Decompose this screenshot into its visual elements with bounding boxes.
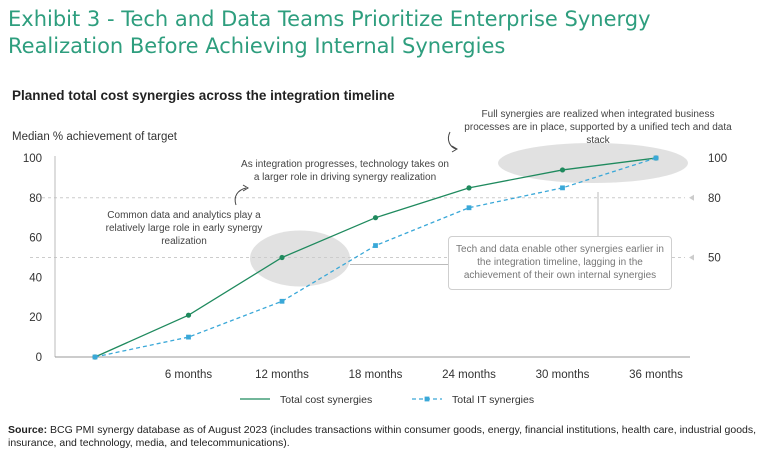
y-tick-label: 80	[29, 193, 42, 205]
data-point-total-cost	[466, 185, 472, 191]
reference-label-100: 100	[708, 153, 727, 165]
legend-label: Total cost synergies	[280, 394, 372, 406]
source-note: Source: BCG PMI synergy database as of A…	[8, 424, 763, 450]
x-tick-label: 6 months	[165, 369, 213, 381]
y-tick-label: 0	[36, 352, 42, 364]
reference-label-50: 50	[708, 253, 721, 265]
y-tick-label: 60	[29, 233, 42, 245]
curved-arrow-icon	[234, 187, 247, 206]
data-point-total-it	[560, 185, 565, 191]
data-point-total-cost	[185, 312, 192, 318]
source-text: BCG PMI synergy database as of August 20…	[8, 424, 757, 449]
annotation-middle: As integration progresses, technology ta…	[241, 159, 449, 183]
y-tick-label: 20	[29, 312, 42, 324]
y-tick-label: 100	[23, 153, 42, 165]
data-point-total-cost	[372, 215, 379, 221]
source-label: Source:	[8, 424, 48, 436]
annotation-full: Full synergies are realized when integra…	[464, 109, 732, 146]
annotation-callout: Tech and data enable other synergies ear…	[448, 236, 672, 290]
legend-label: Total IT synergies	[452, 394, 534, 406]
x-tick-label: 12 months	[255, 369, 309, 381]
highlight-ellipse-mid	[250, 230, 350, 287]
curved-arrow-icon	[447, 131, 457, 150]
data-point-total-it	[653, 155, 659, 161]
data-point-total-it	[466, 205, 472, 211]
x-tick-label: 36 months	[629, 369, 683, 381]
y-tick-label: 40	[29, 272, 42, 284]
x-tick-label: 30 months	[536, 369, 590, 381]
data-point-total-it	[373, 243, 378, 248]
data-point-total-it	[279, 298, 285, 304]
arrow-head-icon	[451, 145, 458, 153]
arrow-head-icon	[242, 184, 249, 192]
annotation-early: Common data and analytics play a relativ…	[105, 210, 263, 247]
data-point-total-cost	[559, 167, 566, 173]
y-axis-label: Median % achievement of target	[12, 131, 177, 143]
data-point-total-it	[186, 334, 191, 340]
reference-label-80: 80	[708, 193, 721, 205]
chart-title: Exhibit 3 - Tech and Data Teams Prioriti…	[8, 7, 651, 58]
legend-marker	[424, 396, 430, 402]
x-tick-label: 18 months	[349, 369, 403, 381]
x-tick-label: 24 months	[442, 369, 496, 381]
data-point-total-cost	[279, 254, 285, 261]
reference-arrow-80	[689, 194, 694, 201]
chart-subtitle: Planned total cost synergies across the …	[12, 88, 395, 103]
data-point-total-it	[92, 354, 98, 360]
reference-arrow-50	[689, 254, 694, 261]
